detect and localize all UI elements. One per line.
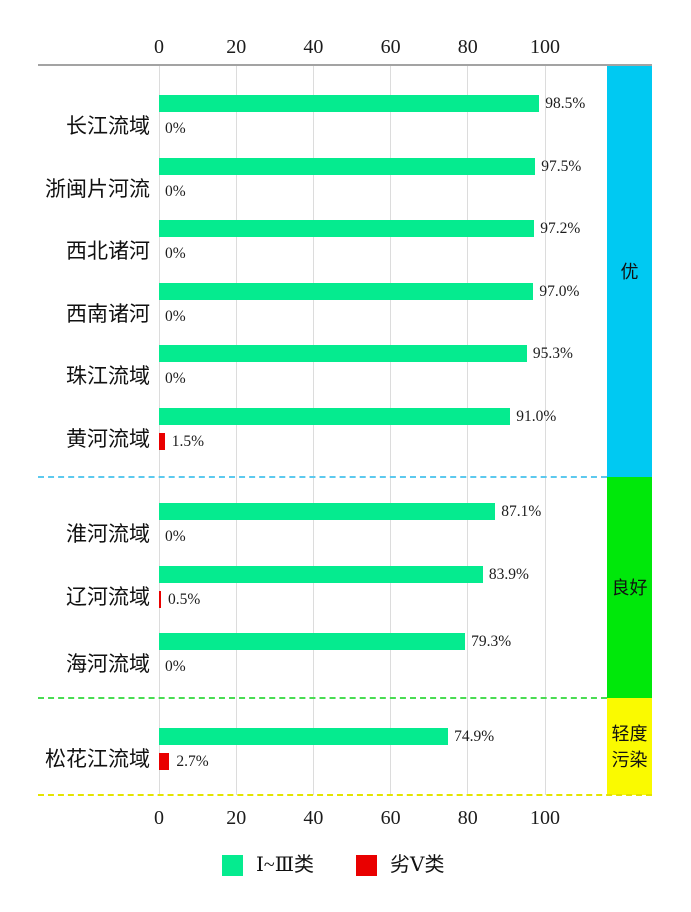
bar-value-label: 0% [165, 369, 186, 387]
axis-tick-label: 40 [303, 36, 324, 58]
legend-swatch-red [356, 854, 378, 876]
section-band-1: 优 [607, 66, 652, 477]
bar-value-label: 95.3% [532, 345, 573, 362]
gridline [544, 66, 546, 795]
bar-value-label: 79.3% [471, 633, 512, 650]
legend-label: 劣Ⅴ类 [390, 854, 445, 876]
category-label: 海河流域 [66, 652, 150, 676]
axis-tick-label: 80 [457, 807, 478, 829]
legend: Ⅰ~Ⅲ类 劣Ⅴ类 [222, 853, 444, 877]
section-separator [38, 794, 652, 796]
bar-worse-than-5 [159, 433, 165, 450]
category-label: 长江流域 [66, 114, 150, 138]
category-label: 黄河流域 [66, 427, 150, 451]
bar-value-label: 0% [165, 244, 186, 262]
section-band-2: 良好 [607, 477, 652, 698]
bar-value-label: 97.0% [539, 283, 580, 300]
gridline [312, 66, 314, 795]
bar-class1to3 [159, 408, 511, 425]
bar-class1to3 [159, 283, 534, 300]
section-band-label: 优 [620, 261, 639, 282]
bar-class1to3 [159, 633, 466, 650]
bar-class1to3 [159, 220, 535, 237]
legend-label: Ⅰ~Ⅲ类 [256, 854, 315, 876]
bar-value-label: 83.9% [488, 566, 529, 583]
bar-value-label: 98.5% [545, 95, 586, 112]
bar-worse-than-5 [159, 591, 161, 608]
axis-tick-label: 20 [226, 807, 247, 829]
axis-tick-label: 0 [154, 807, 164, 829]
bar-value-label: 0.5% [168, 590, 201, 608]
category-label: 西北诸河 [66, 239, 150, 263]
section-separator [38, 476, 607, 478]
bar-value-label: 97.5% [541, 158, 582, 175]
bar-value-label: 0% [165, 182, 186, 200]
category-label: 淮河流域 [66, 522, 150, 546]
top-axis-line [38, 64, 652, 66]
bar-worse-than-5 [159, 753, 170, 770]
bar-class1to3 [159, 345, 527, 362]
section-band-label: 良好 [611, 577, 648, 598]
bar-class1to3 [159, 158, 536, 175]
axis-tick-label: 20 [226, 36, 247, 58]
axis-tick-label: 0 [154, 36, 164, 58]
legend-swatch-green [222, 854, 243, 876]
gridline [158, 66, 160, 795]
gridline [390, 66, 392, 795]
bar-value-label: 0% [165, 527, 186, 545]
bar-class1to3 [159, 95, 540, 112]
gridline [235, 66, 237, 795]
bar-class1to3 [159, 503, 496, 520]
section-band-label: 污染 [611, 749, 648, 770]
bar-class1to3 [159, 728, 449, 745]
bar-value-label: 91.0% [516, 408, 557, 425]
category-label: 松花江流域 [45, 747, 150, 771]
axis-tick-label: 60 [380, 36, 401, 58]
section-band-3: 轻度 污染 [607, 698, 652, 795]
bar-value-label: 0% [165, 119, 186, 137]
axis-tick-label: 80 [457, 36, 478, 58]
bar-value-label: 0% [165, 307, 186, 325]
axis-tick-label: 100 [530, 807, 560, 829]
category-label: 珠江流域 [66, 364, 150, 388]
gridline [467, 66, 469, 795]
axis-tick-label: 40 [303, 807, 324, 829]
bar-value-label: 1.5% [171, 432, 205, 450]
bar-value-label: 0% [165, 657, 186, 675]
axis-tick-label: 100 [530, 36, 560, 58]
bar-class1to3 [159, 566, 483, 583]
section-separator [38, 697, 607, 699]
axis-tick-label: 60 [380, 807, 401, 829]
bar-value-label: 97.2% [540, 220, 581, 237]
category-label: 西南诸河 [66, 302, 150, 326]
bar-value-label: 74.9% [454, 728, 495, 745]
bar-value-label: 87.1% [501, 503, 542, 520]
category-label: 浙闽片河流 [45, 177, 150, 201]
bar-value-label: 2.7% [176, 752, 209, 770]
section-band-label: 轻度 [611, 723, 648, 744]
legend-item-worse-than-5: 劣Ⅴ类 [356, 853, 444, 877]
category-label: 辽河流域 [66, 585, 150, 609]
legend-item-class1to3: Ⅰ~Ⅲ类 [222, 853, 314, 877]
